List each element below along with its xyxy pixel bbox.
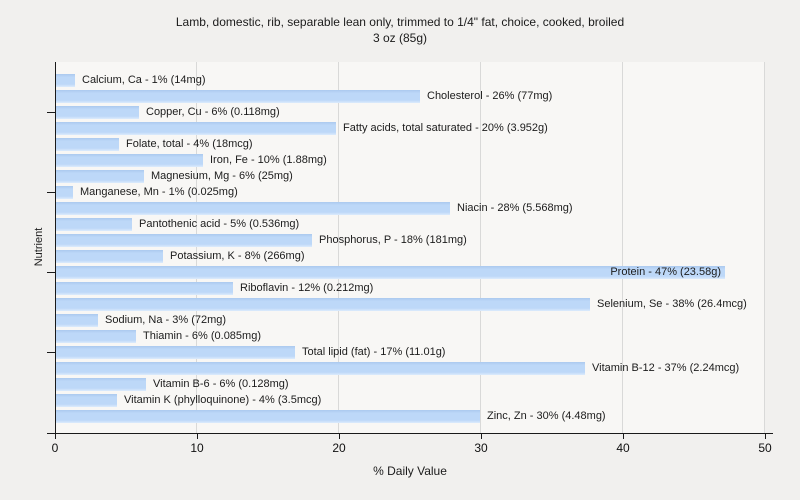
x-tick-label: 20: [332, 441, 346, 455]
x-tick-label: 40: [616, 441, 630, 455]
x-tick-label: 30: [474, 441, 488, 455]
bar-fatty-acids-total-saturated: [55, 122, 336, 135]
bar-vitamin-k-phylloquinone: [55, 394, 117, 407]
bar-label: Folate, total - 4% (18mcg): [126, 138, 253, 150]
bar-label: Calcium, Ca - 1% (14mg): [82, 74, 206, 86]
gridline-x-30: [480, 62, 481, 433]
bar-label: Selenium, Se - 38% (26.4mcg): [597, 298, 747, 310]
bar-iron-fe: [55, 154, 203, 167]
x-tick-label: 50: [758, 441, 772, 455]
x-tick: [197, 434, 198, 439]
bar-vitamin-b-6: [55, 378, 146, 391]
bar-label: Manganese, Mn - 1% (0.025mg): [80, 186, 238, 198]
bar-label: Niacin - 28% (5.568mg): [457, 202, 573, 214]
bar-total-lipid-fat: [55, 346, 295, 359]
bar-calcium-ca: [55, 74, 75, 87]
x-tick-label: 10: [190, 441, 204, 455]
x-tick: [765, 434, 766, 439]
bar-label: Protein - 47% (23.58g): [610, 266, 721, 278]
bar-thiamin: [55, 330, 136, 343]
bar-label: Phosphorus, P - 18% (181mg): [319, 234, 467, 246]
chart-title: Lamb, domestic, rib, separable lean only…: [175, 15, 625, 29]
bar-label: Copper, Cu - 6% (0.118mg): [146, 106, 280, 118]
bar-niacin: [55, 202, 450, 215]
x-tick-label: 0: [51, 441, 59, 455]
bar-label: Riboflavin - 12% (0.212mg): [240, 282, 374, 294]
y-tick: [47, 192, 55, 193]
x-axis-line: [47, 433, 773, 434]
bar-riboflavin: [55, 282, 233, 295]
chart-header: Lamb, domestic, rib, separable lean only…: [0, 14, 800, 46]
bar-label: Total lipid (fat) - 17% (11.01g): [302, 346, 446, 358]
bar-label: Cholesterol - 26% (77mg): [427, 90, 553, 102]
bar-label: Thiamin - 6% (0.085mg): [143, 330, 261, 342]
bar-label: Vitamin K (phylloquinone) - 4% (3.5mcg): [124, 394, 322, 406]
y-axis-line: [55, 62, 56, 434]
bar-label: Fatty acids, total saturated - 20% (3.95…: [343, 122, 548, 134]
bar-label: Pantothenic acid - 5% (0.536mg): [139, 218, 300, 230]
gridline-x-40: [622, 62, 623, 433]
bar-zinc-zn: [55, 410, 480, 423]
x-tick: [339, 434, 340, 439]
bar-label: Magnesium, Mg - 6% (25mg): [151, 170, 293, 182]
gridline-x-10: [196, 62, 197, 433]
bar-label: Vitamin B-12 - 37% (2.24mcg): [592, 362, 740, 374]
bar-pantothenic-acid: [55, 218, 132, 231]
bar-label: Iron, Fe - 10% (1.88mg): [210, 154, 327, 166]
x-tick: [481, 434, 482, 439]
chart-subtitle: 3 oz (85g): [372, 31, 428, 45]
gridline-x-20: [338, 62, 339, 433]
x-tick: [55, 434, 56, 439]
bar-copper-cu: [55, 106, 139, 119]
bar-selenium-se: [55, 298, 590, 311]
y-tick: [47, 352, 55, 353]
bar-label: Vitamin B-6 - 6% (0.128mg): [153, 378, 289, 390]
bar-label: Sodium, Na - 3% (72mg): [105, 314, 227, 326]
bar-label: Zinc, Zn - 30% (4.48mg): [487, 410, 606, 422]
bar-label: Potassium, K - 8% (266mg): [170, 250, 305, 262]
bar-sodium-na: [55, 314, 98, 327]
x-tick: [623, 434, 624, 439]
bar-vitamin-b-12: [55, 362, 585, 375]
x-axis-title: % Daily Value: [373, 464, 447, 478]
bar-manganese-mn: [55, 186, 73, 199]
y-tick: [47, 112, 55, 113]
y-tick: [47, 272, 55, 273]
bar-cholesterol: [55, 90, 420, 103]
y-axis-title: Nutrient: [33, 227, 45, 267]
bar-folate-total: [55, 138, 119, 151]
bar-phosphorus-p: [55, 234, 312, 247]
bar-protein: [55, 266, 725, 279]
plot-area: Calcium, Ca - 1% (14mg) Cholesterol - 26%…: [55, 62, 765, 433]
gridline-x-50: [764, 62, 765, 433]
bar-magnesium-mg: [55, 170, 144, 183]
bar-potassium-k: [55, 250, 163, 263]
